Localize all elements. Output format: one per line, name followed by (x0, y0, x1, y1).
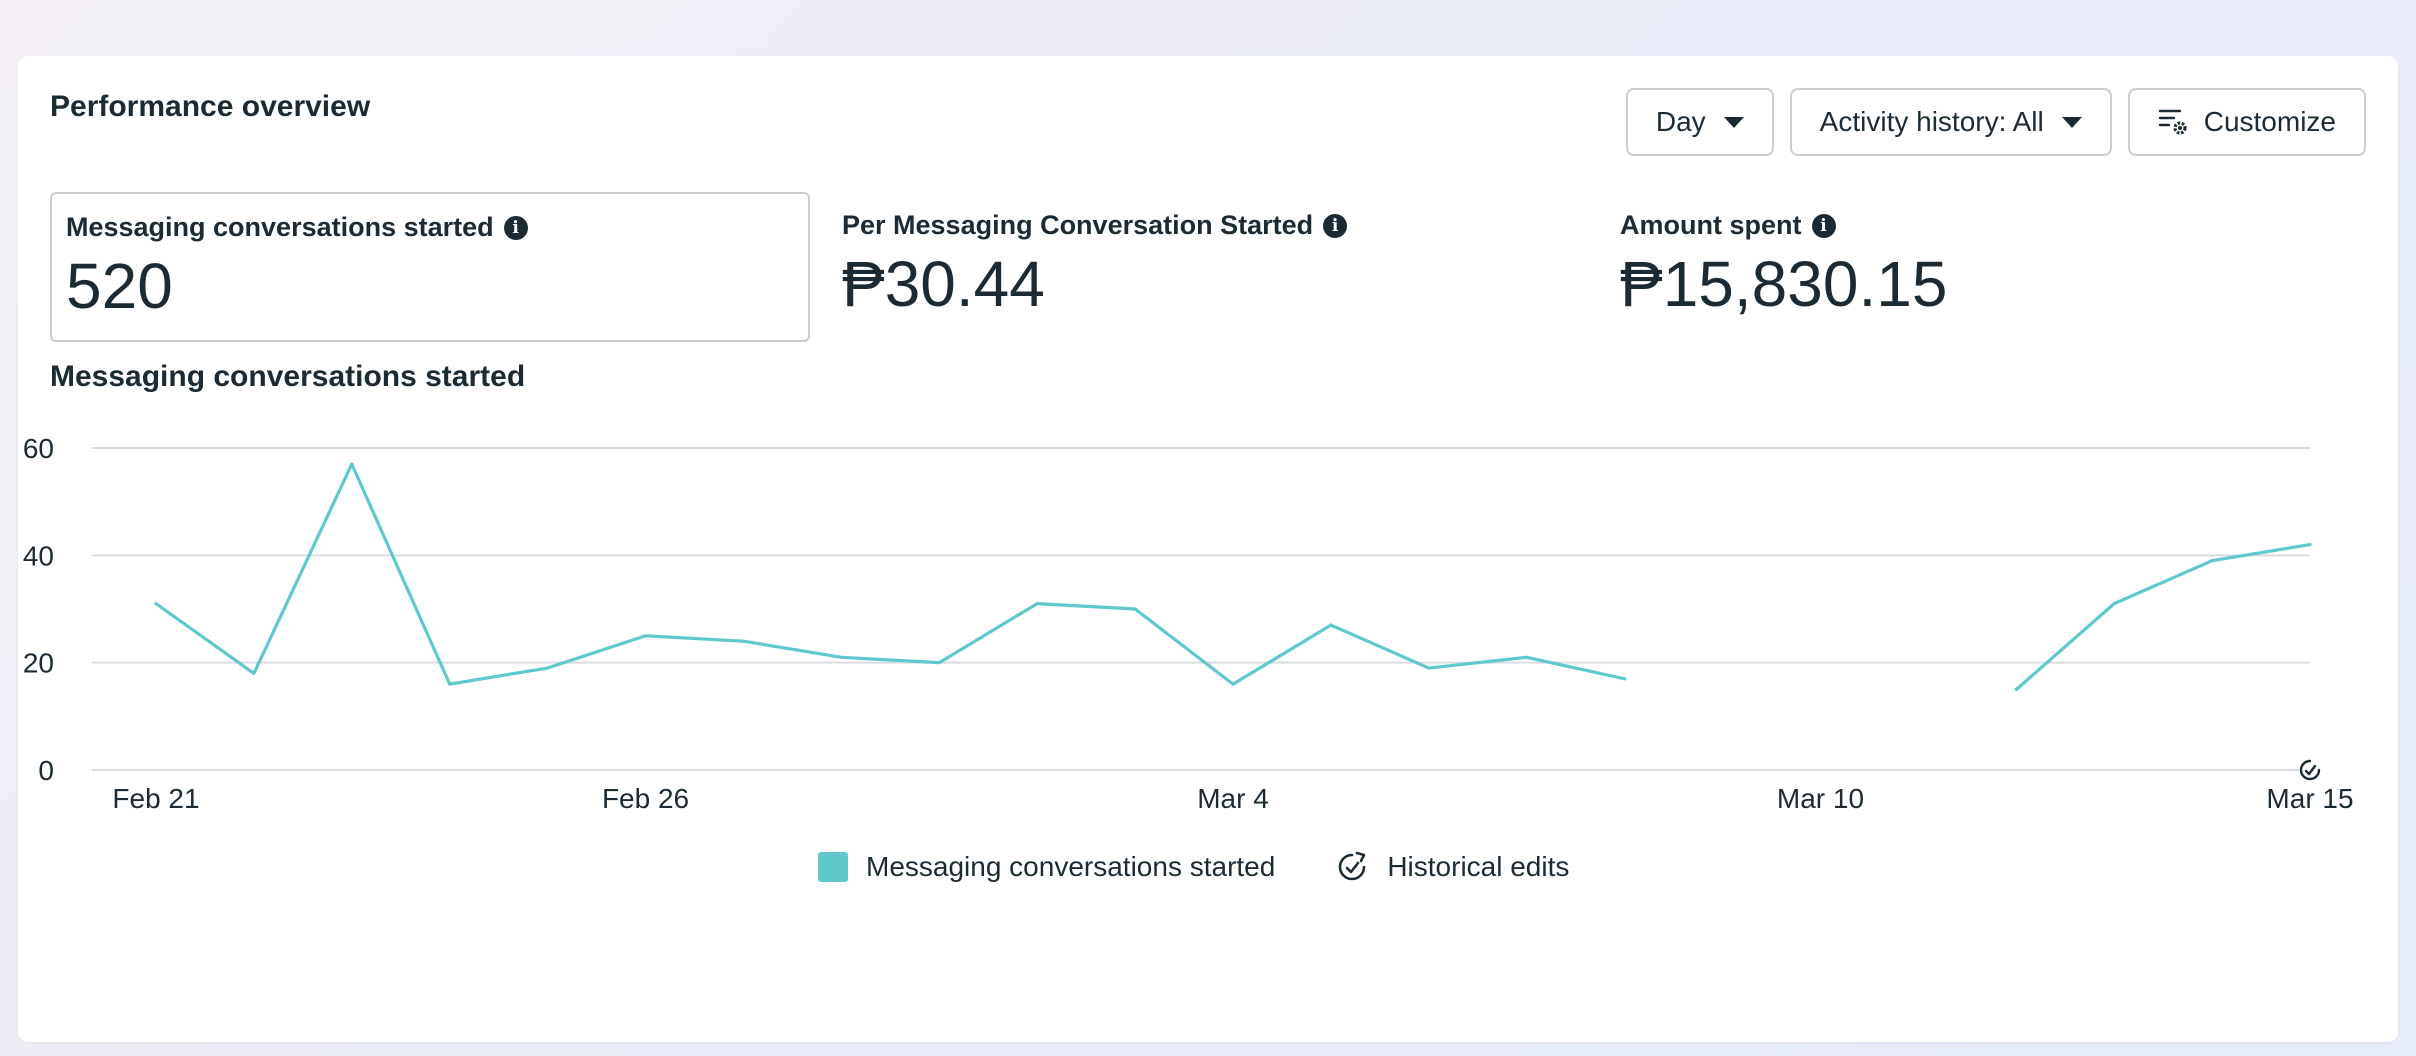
y-tick-label: 20 (23, 648, 54, 679)
legend-item-historical-edits[interactable]: Historical edits (1335, 850, 1569, 884)
activity-history-dropdown[interactable]: Activity history: All (1789, 88, 2112, 156)
legend-series-label: Messaging conversations started (866, 851, 1276, 882)
x-tick-label: Mar 15 (2266, 783, 2353, 814)
y-tick-label: 40 (23, 540, 54, 571)
customize-icon (2158, 109, 2187, 135)
legend-item-series[interactable]: Messaging conversations started (818, 851, 1275, 883)
metric-label: Messaging conversations started i (66, 212, 794, 243)
info-icon[interactable]: i (1323, 213, 1348, 238)
day-dropdown-label: Day (1655, 106, 1706, 137)
performance-overview-card: Performance overview Day Activity histor… (18, 56, 2398, 1042)
metric-value: ₱15,830.15 (1620, 248, 1948, 320)
caret-down-icon (1723, 116, 1744, 128)
metric-card-cost-per-conversation[interactable]: Per Messaging Conversation Started i ₱30… (828, 192, 1588, 342)
series-line (2014, 543, 2312, 692)
day-dropdown[interactable]: Day (1625, 88, 1774, 156)
toolbar: Day Activity history: All Customize (1625, 88, 2366, 156)
metric-label-text: Per Messaging Conversation Started (842, 210, 1314, 240)
x-tick-label: Mar 4 (1197, 783, 1269, 814)
metric-value: ₱30.44 (842, 248, 1045, 320)
info-icon[interactable]: i (1811, 213, 1836, 238)
x-tick-label: Feb 26 (602, 783, 689, 814)
caret-down-icon (2061, 116, 2082, 128)
info-icon[interactable]: i (503, 215, 528, 240)
metric-label: Amount spent i (1620, 210, 2352, 241)
y-tick-label: 60 (23, 433, 54, 464)
metric-label-text: Amount spent (1620, 210, 1802, 240)
customize-button[interactable]: Customize (2127, 88, 2366, 156)
historical-edits-icon (1339, 851, 1366, 881)
chart-legend: Messaging conversations started Historic… (818, 850, 1569, 884)
edit-marker-check (2304, 764, 2317, 776)
page-title: Performance overview (50, 90, 371, 123)
metric-card-conversations[interactable]: Messaging conversations started i 520 (50, 192, 810, 342)
edit-marker-icon (2299, 759, 2321, 781)
customize-label: Customize (2203, 106, 2336, 137)
metric-label-text: Messaging conversations started (66, 212, 494, 242)
series-line (154, 462, 1627, 686)
y-tick-label: 0 (38, 755, 54, 786)
legend-edits-label: Historical edits (1387, 851, 1570, 882)
metric-value: 520 (66, 250, 173, 322)
legend-swatch (818, 852, 848, 882)
activity-history-label: Activity history: All (1819, 106, 2044, 137)
line-chart: 0 20 40 60 Feb 21 Feb 26 Mar 4 Mar 10 Mar 15 (23, 433, 2354, 814)
metric-label: Per Messaging Conversation Started i (842, 210, 1574, 241)
x-tick-label: Feb 21 (112, 783, 199, 814)
edit-marker-bg (2299, 759, 2321, 781)
chart-title: Messaging conversations started (50, 360, 526, 393)
metrics-row: Messaging conversations started i 520 Pe… (50, 192, 2380, 342)
x-tick-label: Mar 10 (1777, 783, 1864, 814)
metric-card-amount-spent[interactable]: Amount spent i ₱15,830.15 (1606, 192, 2366, 342)
